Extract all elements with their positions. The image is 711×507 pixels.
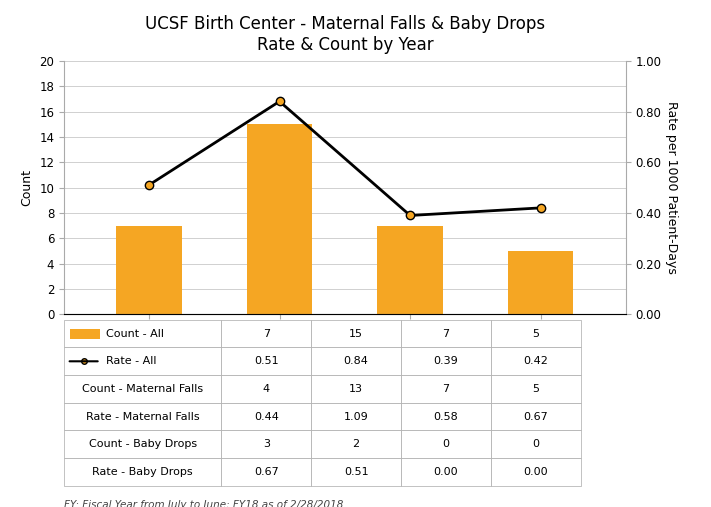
Y-axis label: Count: Count <box>21 169 33 206</box>
FancyBboxPatch shape <box>491 375 581 403</box>
Text: 0.58: 0.58 <box>434 412 459 422</box>
FancyBboxPatch shape <box>401 458 491 486</box>
Text: 4: 4 <box>262 384 269 394</box>
Text: 0: 0 <box>533 439 540 449</box>
FancyBboxPatch shape <box>311 458 401 486</box>
FancyBboxPatch shape <box>491 458 581 486</box>
FancyBboxPatch shape <box>221 375 311 403</box>
FancyBboxPatch shape <box>64 375 221 403</box>
Y-axis label: Rate per 1000 Patient-Days: Rate per 1000 Patient-Days <box>665 101 678 274</box>
Text: 0.84: 0.84 <box>343 356 368 366</box>
Text: 0.67: 0.67 <box>523 412 548 422</box>
FancyBboxPatch shape <box>491 347 581 375</box>
FancyBboxPatch shape <box>401 430 491 458</box>
Title: UCSF Birth Center - Maternal Falls & Baby Drops
Rate & Count by Year: UCSF Birth Center - Maternal Falls & Bab… <box>145 15 545 54</box>
FancyBboxPatch shape <box>491 320 581 347</box>
Text: 0.67: 0.67 <box>254 467 279 477</box>
Text: FY: Fiscal Year from July to June; FY18 as of 2/28/2018: FY: Fiscal Year from July to June; FY18 … <box>64 499 343 507</box>
Text: 0: 0 <box>442 439 449 449</box>
Text: 5: 5 <box>533 384 540 394</box>
FancyBboxPatch shape <box>311 430 401 458</box>
Text: Rate - Baby Drops: Rate - Baby Drops <box>92 467 193 477</box>
FancyBboxPatch shape <box>311 320 401 347</box>
Text: 0.39: 0.39 <box>434 356 459 366</box>
FancyBboxPatch shape <box>221 403 311 430</box>
FancyBboxPatch shape <box>401 347 491 375</box>
FancyBboxPatch shape <box>64 347 221 375</box>
FancyBboxPatch shape <box>491 430 581 458</box>
Text: 7: 7 <box>262 329 269 339</box>
Text: Count - All: Count - All <box>106 329 164 339</box>
FancyBboxPatch shape <box>64 403 221 430</box>
Text: 13: 13 <box>349 384 363 394</box>
FancyBboxPatch shape <box>64 458 221 486</box>
Text: 3: 3 <box>262 439 269 449</box>
Text: 15: 15 <box>349 329 363 339</box>
Text: 7: 7 <box>442 329 449 339</box>
Text: 0.44: 0.44 <box>254 412 279 422</box>
Text: Rate - Maternal Falls: Rate - Maternal Falls <box>86 412 200 422</box>
Text: Count - Baby Drops: Count - Baby Drops <box>89 439 197 449</box>
Text: Rate - All: Rate - All <box>106 356 156 366</box>
Text: 0.00: 0.00 <box>523 467 548 477</box>
Text: 2: 2 <box>353 439 360 449</box>
FancyBboxPatch shape <box>221 347 311 375</box>
Bar <box>508 251 574 314</box>
FancyBboxPatch shape <box>311 403 401 430</box>
Bar <box>116 226 181 314</box>
Text: 0.51: 0.51 <box>343 467 368 477</box>
FancyBboxPatch shape <box>311 347 401 375</box>
Text: 0.42: 0.42 <box>523 356 548 366</box>
Text: 0.00: 0.00 <box>434 467 459 477</box>
FancyBboxPatch shape <box>401 375 491 403</box>
FancyBboxPatch shape <box>491 403 581 430</box>
Text: 5: 5 <box>533 329 540 339</box>
Text: 0.51: 0.51 <box>254 356 279 366</box>
FancyBboxPatch shape <box>64 320 221 347</box>
FancyBboxPatch shape <box>401 320 491 347</box>
Text: 1.09: 1.09 <box>343 412 368 422</box>
FancyBboxPatch shape <box>221 320 311 347</box>
FancyBboxPatch shape <box>221 458 311 486</box>
FancyBboxPatch shape <box>64 430 221 458</box>
FancyBboxPatch shape <box>221 430 311 458</box>
FancyBboxPatch shape <box>401 403 491 430</box>
Text: 7: 7 <box>442 384 449 394</box>
Text: Count - Maternal Falls: Count - Maternal Falls <box>82 384 203 394</box>
Bar <box>247 124 312 314</box>
Bar <box>378 226 443 314</box>
FancyBboxPatch shape <box>70 329 100 339</box>
FancyBboxPatch shape <box>311 375 401 403</box>
